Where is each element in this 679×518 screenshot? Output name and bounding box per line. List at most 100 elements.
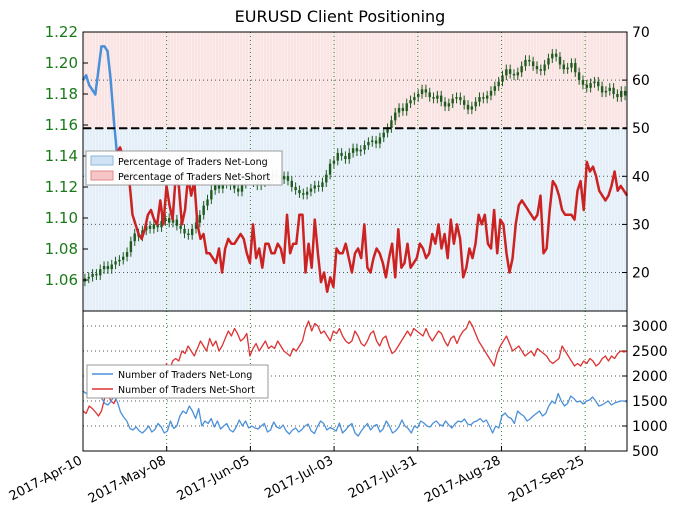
candle-body (302, 193, 305, 195)
candle-body (535, 66, 539, 70)
candle-body (478, 97, 481, 102)
candle-body (210, 190, 213, 200)
candle-body (194, 222, 198, 229)
candle-body (118, 259, 121, 262)
upper-panel: 1.06 1.08 1.10 1.12 1.14 1.16 1.18 1.20 1.22 20 30… (45, 23, 650, 312)
candle-body (290, 180, 293, 187)
percent-tick-label: 60 (632, 73, 650, 89)
candle-body (482, 97, 485, 99)
percent-tick-label: 50 (632, 121, 650, 137)
candle-body (512, 73, 516, 76)
candle-body (424, 89, 428, 93)
candle-body (394, 112, 397, 121)
candle-body (122, 256, 125, 260)
candle-body (489, 90, 493, 96)
candle-body (436, 95, 439, 99)
candle-body (516, 72, 520, 76)
candle-body (217, 183, 221, 189)
candle-body (531, 61, 535, 67)
candle-body (382, 132, 385, 138)
candle-body (577, 72, 581, 81)
candle-body (164, 218, 167, 222)
candle-body (462, 100, 466, 105)
price-tick-label: 1.12 (45, 178, 78, 196)
candle-body (175, 219, 179, 226)
candle-body (566, 67, 569, 70)
candle-body (133, 233, 136, 242)
price-tick-label: 1.20 (45, 54, 78, 72)
count-tick-label: 500 (632, 444, 659, 460)
lower-panel: 500 1000 1500 2000 2500 3000 Number of Traders… (82, 310, 668, 460)
candle-body (317, 185, 320, 187)
candle-body (397, 107, 401, 113)
candle-body (623, 90, 627, 96)
candle-body (363, 145, 366, 150)
candle-body (367, 142, 370, 146)
legend-label-net-short: Percentage of Traders Net-Short (118, 172, 270, 183)
candle-body (332, 160, 336, 164)
percent-tick-label: 20 (632, 266, 650, 282)
price-tick-label: 1.10 (45, 209, 78, 227)
candle-body (305, 191, 309, 195)
candle-body (286, 176, 290, 181)
candle-body (340, 152, 343, 156)
candle-body (102, 266, 106, 270)
legend-swatch-net-long (90, 155, 114, 166)
candle-body (95, 273, 98, 276)
candle-body (351, 148, 355, 153)
candle-body (474, 101, 477, 107)
candle-body (125, 252, 129, 257)
count-tick-label: 3000 (632, 319, 668, 335)
candle-body (355, 148, 359, 152)
candle-body (87, 276, 90, 279)
candle-body (420, 89, 424, 94)
candle-body (547, 58, 550, 65)
candle-body (190, 228, 194, 236)
candle-body (378, 137, 382, 144)
candle-body (554, 53, 558, 57)
legend-label-net-short-count: Number of Traders Net-Short (118, 385, 255, 396)
net-long-percent-line (81, 45, 119, 153)
net-long-count-line (82, 389, 628, 437)
candle-body (148, 225, 152, 229)
candle-body (589, 83, 592, 88)
candle-body (574, 63, 577, 73)
candle-body (562, 64, 565, 70)
candle-body (558, 56, 562, 65)
price-tick-label: 1.14 (45, 147, 78, 165)
candle-body (539, 69, 543, 71)
candle-body (91, 273, 94, 277)
candle-body (325, 174, 328, 183)
candle-body (439, 95, 443, 102)
candle-body (233, 185, 236, 189)
legend-box (85, 150, 283, 186)
count-tick-label: 1500 (632, 394, 668, 410)
candle-body (612, 87, 615, 94)
percent-tick-label: 40 (632, 169, 650, 185)
net-short-percent-line (115, 146, 629, 294)
candle-body (129, 241, 133, 253)
candle-body (459, 97, 462, 101)
candle-body (294, 187, 297, 191)
candle-body (187, 233, 190, 236)
upper-legend: Percentage of Traders Net-Long Percentage… (85, 150, 283, 186)
candle-body (428, 92, 431, 98)
lower-legend: Number of Traders Net-Long Number of Trad… (86, 364, 269, 399)
candle-body (371, 140, 374, 143)
candle-body (160, 221, 163, 228)
lower-frame (82, 310, 628, 452)
legend-swatch-net-short (90, 170, 114, 181)
candle-body (171, 219, 175, 223)
count-tick-label: 1000 (632, 419, 668, 435)
candle-body (466, 104, 470, 110)
price-tick-label: 1.18 (45, 85, 78, 103)
candle-body (344, 156, 347, 160)
candle-body (110, 264, 113, 270)
candle-body (336, 152, 339, 161)
candle-body (451, 98, 454, 104)
candle-body (597, 81, 600, 87)
candle-body (359, 149, 362, 152)
candle-body (179, 225, 182, 229)
candle-body (570, 63, 573, 68)
